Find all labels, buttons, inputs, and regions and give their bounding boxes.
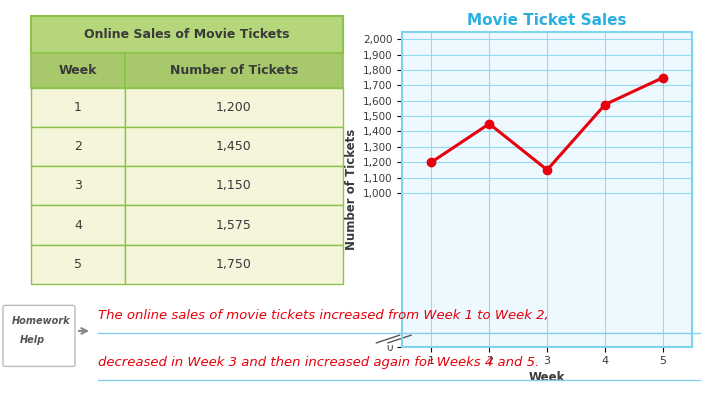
FancyBboxPatch shape [124,166,343,205]
Text: The online sales of movie tickets increased from Week 1 to Week 2,: The online sales of movie tickets increa… [98,309,549,322]
Text: 1,150: 1,150 [216,179,251,192]
Text: Online Sales of Movie Tickets: Online Sales of Movie Tickets [84,28,289,41]
FancyBboxPatch shape [124,205,343,245]
FancyBboxPatch shape [124,127,343,166]
FancyBboxPatch shape [31,245,124,284]
FancyBboxPatch shape [124,53,343,88]
FancyBboxPatch shape [31,88,124,127]
Text: decreased in Week 3 and then increased again for Weeks 4 and 5.: decreased in Week 3 and then increased a… [98,356,539,369]
Text: 5: 5 [74,258,82,271]
Text: 1,750: 1,750 [216,258,251,271]
FancyBboxPatch shape [31,166,124,205]
Text: 1: 1 [74,101,82,114]
FancyBboxPatch shape [31,205,124,245]
Text: Homework: Homework [12,316,71,326]
Text: 2: 2 [74,140,82,153]
FancyBboxPatch shape [31,16,343,53]
Y-axis label: Number of Tickets: Number of Tickets [345,128,357,250]
Text: Number of Tickets: Number of Tickets [169,64,298,77]
Text: Help: Help [20,335,45,345]
Title: Movie Ticket Sales: Movie Ticket Sales [467,13,627,28]
FancyBboxPatch shape [31,53,124,88]
FancyBboxPatch shape [3,305,75,366]
Text: 1,575: 1,575 [216,219,251,232]
FancyBboxPatch shape [124,88,343,127]
FancyBboxPatch shape [124,245,343,284]
X-axis label: Week: Week [529,371,566,384]
Text: 4: 4 [74,219,82,232]
FancyBboxPatch shape [31,127,124,166]
Text: Week: Week [59,64,97,77]
Text: 1,200: 1,200 [216,101,251,114]
Text: 1,450: 1,450 [216,140,251,153]
Text: 3: 3 [74,179,82,192]
